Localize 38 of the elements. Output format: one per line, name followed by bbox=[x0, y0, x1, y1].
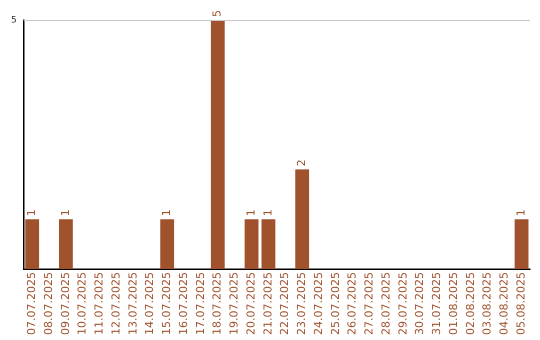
x-tick-label: 29.07.2025 bbox=[396, 272, 410, 336]
x-tick-label: 01.08.2025 bbox=[446, 272, 460, 336]
x-tick-label: 30.07.2025 bbox=[413, 272, 426, 336]
x-tick-label: 16.07.2025 bbox=[176, 272, 190, 336]
x-tick-label: 09.07.2025 bbox=[58, 272, 72, 336]
x-tick-label: 07.07.2025 bbox=[25, 272, 38, 336]
data-label: 1 bbox=[244, 209, 258, 216]
x-tick-label: 12.07.2025 bbox=[109, 272, 122, 336]
x-tick-label: 14.07.2025 bbox=[143, 272, 156, 336]
data-label: 1 bbox=[58, 209, 72, 216]
data-label: 1 bbox=[160, 209, 174, 216]
x-tick-label: 22.07.2025 bbox=[278, 272, 292, 336]
x-tick-label: 02.08.2025 bbox=[464, 272, 477, 336]
x-tick-label: 28.07.2025 bbox=[379, 272, 392, 336]
data-label: 1 bbox=[25, 209, 38, 216]
data-label: 1 bbox=[261, 209, 274, 216]
x-tick-label: 24.07.2025 bbox=[312, 272, 325, 336]
data-label: 5 bbox=[210, 10, 224, 17]
data-label: 1 bbox=[514, 209, 528, 216]
x-tick-label: 31.07.2025 bbox=[430, 272, 444, 336]
x-tick-label: 11.07.2025 bbox=[92, 272, 106, 336]
x-tick-label: 08.07.2025 bbox=[42, 272, 55, 336]
x-tick-label: 23.07.2025 bbox=[295, 272, 308, 336]
x-tick-label: 17.07.2025 bbox=[194, 272, 207, 336]
data-label: 2 bbox=[295, 159, 308, 166]
x-tick-label: 25.07.2025 bbox=[328, 272, 342, 336]
x-tick-label: 18.07.2025 bbox=[210, 272, 224, 336]
x-tick-label: 19.07.2025 bbox=[228, 272, 241, 336]
x-tick-label: 26.07.2025 bbox=[346, 272, 359, 336]
x-tick-label: 20.07.2025 bbox=[244, 272, 258, 336]
x-tick-label: 21.07.2025 bbox=[261, 272, 274, 336]
x-tick-label: 10.07.2025 bbox=[76, 272, 89, 336]
x-tick-label: 27.07.2025 bbox=[362, 272, 376, 336]
x-tick-label: 05.08.2025 bbox=[514, 272, 528, 336]
x-tick-label: 13.07.2025 bbox=[126, 272, 140, 336]
x-tick-label: 03.08.2025 bbox=[480, 272, 494, 336]
x-tick-label: 15.07.2025 bbox=[160, 272, 174, 336]
x-tick-label: 04.08.2025 bbox=[498, 272, 511, 336]
